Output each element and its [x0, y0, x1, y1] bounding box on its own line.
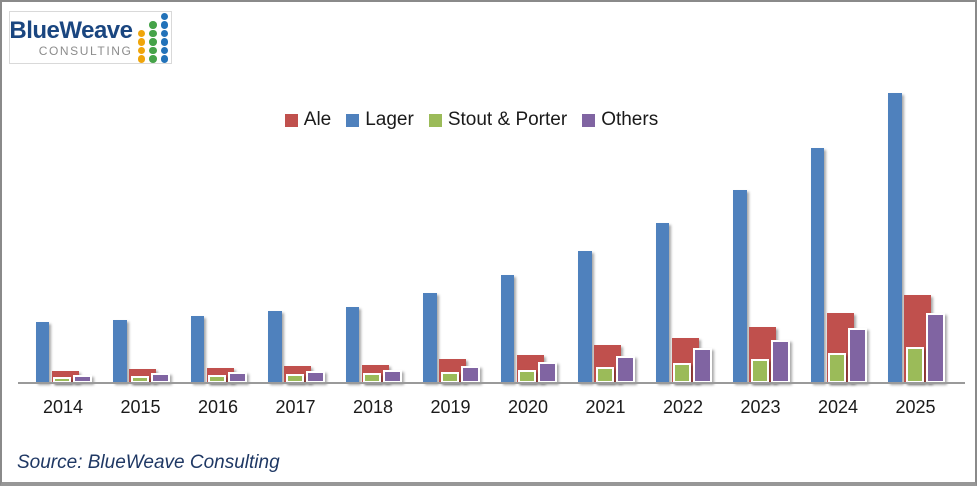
x-label-2016: 2016 [197, 397, 239, 417]
bar-lager-2018 [345, 307, 359, 383]
logo-mark [137, 12, 168, 63]
bar-stout-porter-2022 [673, 363, 691, 383]
logo-dot [137, 46, 145, 54]
bar-lager-2021 [578, 251, 592, 383]
bar-lager-2016 [190, 316, 204, 383]
bar-stout-porter-2025 [905, 347, 924, 383]
bar-others-2025 [925, 313, 945, 383]
legend-swatch-ale [284, 113, 298, 127]
legend-label-lager: Lager [365, 109, 414, 130]
logo-brand-text: BlueWeave [9, 16, 133, 44]
logo-dot [149, 46, 157, 54]
legend-swatch-lager [346, 113, 360, 127]
bar-others-2024 [848, 328, 867, 383]
bar-others-2019 [460, 366, 480, 383]
x-label-2019: 2019 [430, 397, 471, 417]
x-axis-line [18, 382, 965, 384]
bar-lager-2014 [35, 322, 49, 383]
x-label-2018: 2018 [352, 397, 394, 417]
x-label-2025: 2025 [895, 397, 936, 417]
bar-stout-porter-2024 [828, 353, 846, 383]
x-label-2015: 2015 [120, 397, 161, 417]
legend-swatch-others [582, 113, 596, 127]
legend-swatch-stout-porter [428, 113, 442, 127]
legend-label-stout-porter: Stout & Porter [447, 109, 568, 130]
bar-others-2021 [615, 356, 635, 383]
bar-lager-2017 [268, 311, 282, 383]
bar-others-2020 [538, 362, 557, 383]
x-label-2023: 2023 [740, 397, 781, 417]
bar-lager-2024 [810, 148, 824, 383]
logo-dot [149, 55, 157, 63]
logo-subtitle-text: CONSULTING [38, 43, 133, 58]
legend-label-ale: Ale [303, 109, 332, 130]
logo-dot [160, 29, 168, 37]
legend-label-others: Others [601, 109, 659, 130]
bar-lager-2023 [733, 190, 747, 383]
logo-dot [160, 55, 168, 63]
bar-lager-2020 [500, 275, 514, 383]
logo-dot [149, 21, 157, 29]
logo-text: BlueWeave CONSULTING [9, 16, 133, 58]
logo-dots-green-column [149, 21, 157, 63]
legend: Ale Lager Stout & Porter Others [2, 109, 958, 131]
legend-item-lager: Lager [346, 109, 414, 131]
x-label-2022: 2022 [662, 397, 704, 417]
blueweave-logo: BlueWeave CONSULTING [9, 11, 172, 64]
logo-dot [149, 38, 157, 46]
logo-dots-orange-column [137, 29, 145, 63]
x-label-2017: 2017 [275, 397, 316, 417]
logo-dot [160, 38, 168, 46]
bar-lager-2019 [423, 293, 437, 383]
logo-dot [149, 29, 157, 37]
legend-item-stout-porter: Stout & Porter [428, 109, 568, 131]
logo-dot [160, 46, 168, 54]
legend-item-ale: Ale [284, 109, 332, 131]
source-note: Source: BlueWeave Consulting [17, 452, 280, 473]
x-label-2020: 2020 [507, 397, 549, 417]
logo-dot [137, 55, 145, 63]
bar-others-2023 [770, 340, 790, 383]
bar-stout-porter-2021 [595, 367, 614, 383]
logo-dot [137, 29, 145, 37]
bar-stout-porter-2023 [750, 359, 769, 383]
x-label-2021: 2021 [585, 397, 626, 417]
bar-lager-2025 [888, 93, 902, 383]
legend-item-others: Others [582, 109, 658, 131]
bar-lager-2022 [655, 223, 669, 383]
x-label-2014: 2014 [42, 397, 84, 417]
x-label-2024: 2024 [817, 397, 859, 417]
bar-lager-2015 [113, 320, 127, 383]
logo-dot [160, 12, 168, 20]
logo-dot [160, 21, 168, 29]
logo-dots-blue-column [160, 12, 168, 63]
logo-dot [137, 38, 145, 46]
bar-others-2022 [693, 348, 712, 383]
